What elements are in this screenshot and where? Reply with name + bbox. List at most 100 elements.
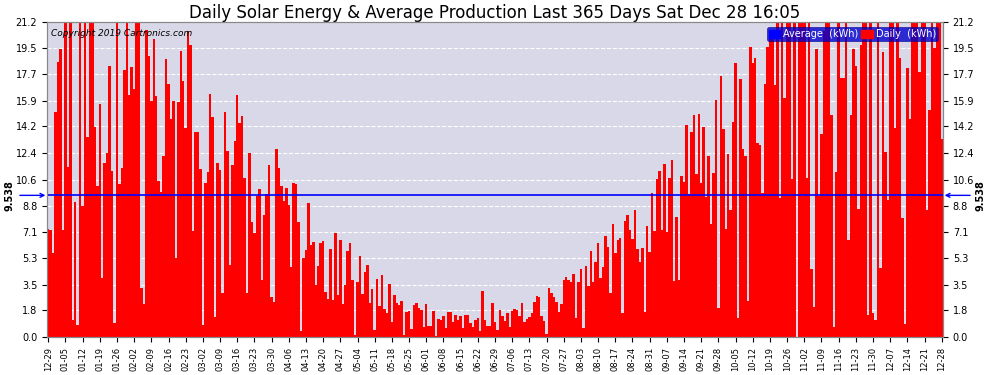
Bar	[391, 322, 393, 337]
Bar	[348, 243, 351, 337]
Bar	[504, 321, 506, 337]
Bar	[253, 233, 255, 337]
Bar	[96, 186, 99, 337]
Bar	[619, 238, 622, 337]
Bar	[614, 253, 617, 337]
Bar	[263, 215, 265, 337]
Bar	[464, 315, 466, 337]
Bar	[526, 320, 528, 337]
Bar	[634, 210, 637, 337]
Bar	[398, 305, 401, 337]
Bar	[562, 280, 565, 337]
Bar	[146, 30, 148, 337]
Bar	[717, 308, 720, 337]
Bar	[675, 217, 678, 337]
Bar	[585, 266, 587, 337]
Bar	[420, 310, 423, 337]
Bar	[381, 275, 383, 337]
Bar	[337, 295, 340, 337]
Bar	[712, 172, 715, 337]
Bar	[768, 32, 771, 337]
Bar	[695, 174, 698, 337]
Bar	[844, 22, 847, 337]
Bar	[673, 281, 675, 337]
Bar	[335, 234, 337, 337]
Bar	[761, 193, 764, 337]
Bar	[64, 22, 66, 337]
Bar	[501, 316, 504, 337]
Bar	[929, 110, 931, 337]
Bar	[854, 66, 857, 337]
Bar	[292, 183, 295, 337]
Bar	[838, 22, 840, 337]
Bar	[199, 169, 202, 337]
Bar	[383, 309, 386, 337]
Bar	[435, 336, 438, 337]
Bar	[222, 293, 224, 337]
Bar	[572, 274, 575, 337]
Bar	[401, 300, 403, 337]
Bar	[533, 302, 536, 337]
Bar	[454, 315, 457, 337]
Bar	[118, 184, 121, 337]
Bar	[766, 47, 768, 337]
Bar	[826, 22, 828, 337]
Bar	[940, 139, 943, 337]
Bar	[791, 180, 793, 337]
Bar	[430, 326, 433, 337]
Bar	[388, 284, 391, 337]
Bar	[862, 22, 864, 337]
Title: Daily Solar Energy & Average Production Last 365 Days Sat Dec 28 16:05: Daily Solar Energy & Average Production …	[189, 4, 801, 22]
Bar	[447, 312, 449, 337]
Bar	[177, 102, 179, 337]
Bar	[776, 22, 778, 337]
Bar	[587, 286, 589, 337]
Bar	[632, 239, 634, 337]
Bar	[327, 299, 330, 337]
Bar	[138, 22, 141, 337]
Bar	[764, 84, 766, 337]
Bar	[683, 182, 685, 337]
Bar	[740, 79, 742, 337]
Bar	[226, 151, 229, 337]
Bar	[217, 163, 219, 337]
Bar	[214, 317, 217, 337]
Bar	[821, 134, 823, 337]
Bar	[509, 327, 511, 337]
Bar	[693, 115, 695, 337]
Bar	[773, 85, 776, 337]
Bar	[433, 310, 435, 337]
Bar	[290, 267, 292, 337]
Bar	[639, 262, 642, 337]
Bar	[265, 194, 268, 337]
Bar	[353, 335, 356, 337]
Bar	[89, 22, 91, 337]
Bar	[351, 280, 353, 337]
Bar	[373, 330, 376, 337]
Bar	[570, 282, 572, 337]
Bar	[828, 22, 830, 337]
Bar	[268, 165, 270, 337]
Bar	[169, 119, 172, 337]
Bar	[756, 143, 759, 337]
Bar	[599, 279, 602, 337]
Bar	[368, 303, 371, 337]
Bar	[658, 171, 660, 337]
Bar	[438, 320, 440, 337]
Bar	[152, 39, 155, 337]
Bar	[524, 322, 526, 337]
Bar	[499, 310, 501, 337]
Bar	[297, 222, 300, 337]
Bar	[650, 193, 653, 337]
Bar	[393, 295, 396, 337]
Bar	[469, 323, 471, 337]
Bar	[315, 285, 317, 337]
Bar	[425, 304, 428, 337]
Bar	[366, 265, 368, 337]
Bar	[617, 240, 619, 337]
Bar	[452, 322, 454, 337]
Bar	[236, 95, 239, 337]
Bar	[899, 58, 901, 337]
Bar	[919, 72, 921, 337]
Bar	[300, 330, 302, 337]
